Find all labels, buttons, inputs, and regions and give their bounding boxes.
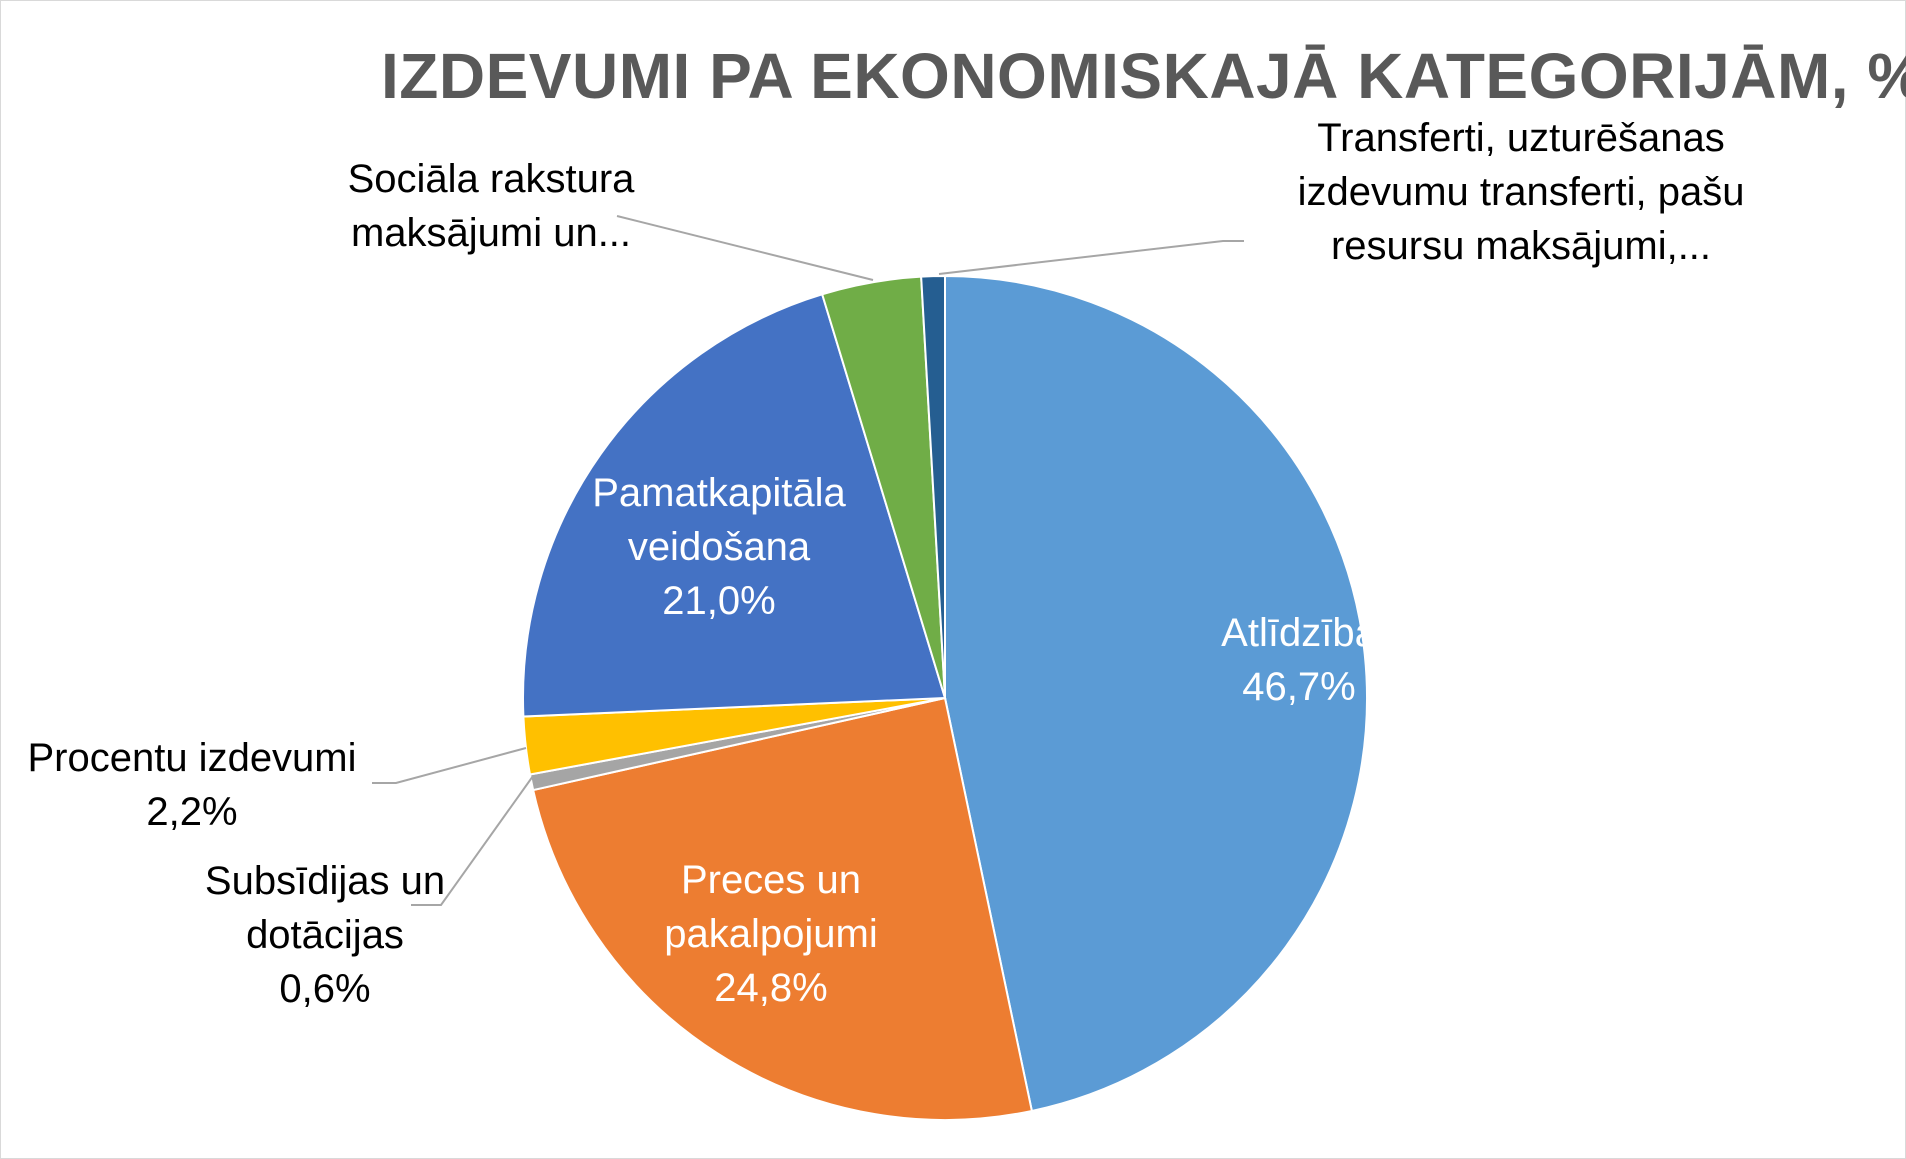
leader-line <box>372 747 527 784</box>
pie-slice <box>522 293 947 718</box>
pie-slice <box>920 274 946 699</box>
data-label: Atlīdzība 46,7% <box>1221 611 1377 709</box>
data-label-line: Procentu izdevumi <box>27 736 356 780</box>
data-label: Transferti, uzturēšanas izdevumu transfer… <box>1298 116 1745 268</box>
data-label-line: maksājumi un... <box>351 211 631 255</box>
data-label-line: 21,0% <box>662 579 775 623</box>
data-label: Pamatkapitāla veidošana 21,0% <box>592 471 846 623</box>
data-label-line: Subsīdijas un <box>205 859 445 903</box>
pie-slice <box>944 274 1368 1113</box>
data-label-line: dotācijas <box>246 913 404 957</box>
data-label: Preces un pakalpojumi 24,8% <box>664 858 877 1010</box>
leader-line <box>938 240 1244 275</box>
data-label: Sociāla rakstura maksājumi un... <box>348 157 636 255</box>
data-label: Procentu izdevumi 2,2% <box>27 736 356 834</box>
leader-line <box>411 775 534 906</box>
data-label-line: Preces un <box>681 858 861 902</box>
data-label-line: Pamatkapitāla <box>592 471 846 515</box>
data-label-line: veidošana <box>628 525 811 569</box>
data-label-line: 0,6% <box>279 967 370 1011</box>
data-label-line: Atlīdzība <box>1221 611 1377 655</box>
data-label-line: 2,2% <box>146 790 237 834</box>
leader-line <box>616 215 874 281</box>
chart-title: IZDEVUMI PA EKONOMISKAJĀ KATEGORIJĀM, % <box>381 40 1906 112</box>
data-label-line: 24,8% <box>714 966 827 1010</box>
data-label-line: Sociāla rakstura <box>348 157 636 201</box>
data-label-line: izdevumu transferti, pašu <box>1298 170 1745 214</box>
data-label-line: resursu maksājumi,... <box>1331 224 1711 268</box>
data-label: Subsīdijas un dotācijas 0,6% <box>205 859 445 1011</box>
pie-slice <box>531 696 1034 1121</box>
data-label-line: 46,7% <box>1242 665 1355 709</box>
data-label-line: Transferti, uzturēšanas <box>1317 116 1725 160</box>
data-label-line: pakalpojumi <box>664 912 877 956</box>
